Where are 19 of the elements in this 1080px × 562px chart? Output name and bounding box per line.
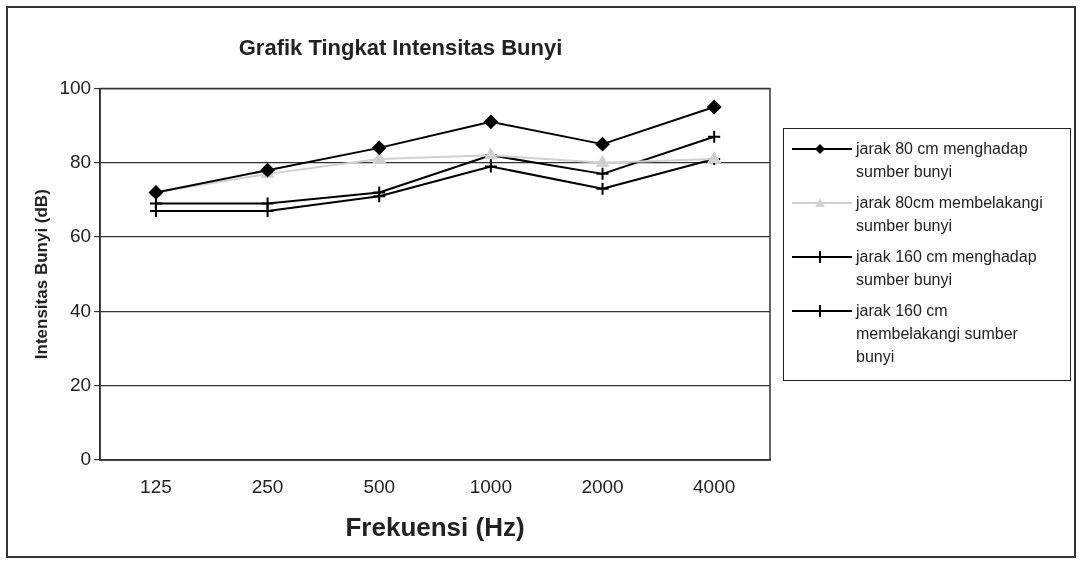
y-tick-label: 80: [69, 150, 92, 172]
y-tick-label: 60: [69, 225, 92, 247]
x-tick-label: 500: [363, 475, 396, 497]
x-tick-label: 4000: [693, 475, 736, 497]
legend-label: jarak 160 cm membelakangi sumber bunyi: [856, 301, 1019, 367]
x-tick-label: 1000: [469, 475, 513, 497]
legend-label: jarak 80 cm menghadap sumber bunyi: [856, 139, 1029, 182]
x-axis-title: Frekuensi (Hz): [345, 511, 525, 542]
legend-label: jarak 160 cm menghadap sumber bunyi: [856, 247, 1038, 290]
x-tick-label: 2000: [581, 475, 624, 497]
y-tick-label: 20: [69, 373, 92, 395]
x-tick-label: 250: [251, 475, 284, 497]
y-axis-title: Intensitas Bunyi (dB): [31, 189, 51, 360]
y-tick-label: 0: [80, 448, 92, 470]
chart-title: Grafik Tingkat Intensitas Bunyi: [238, 35, 563, 61]
y-tick-label: 40: [69, 299, 92, 321]
y-tick-label: 100: [59, 76, 92, 98]
legend-label: jarak 80cm membelakangi sumber bunyi: [856, 193, 1044, 236]
x-tick-label: 125: [140, 475, 172, 497]
